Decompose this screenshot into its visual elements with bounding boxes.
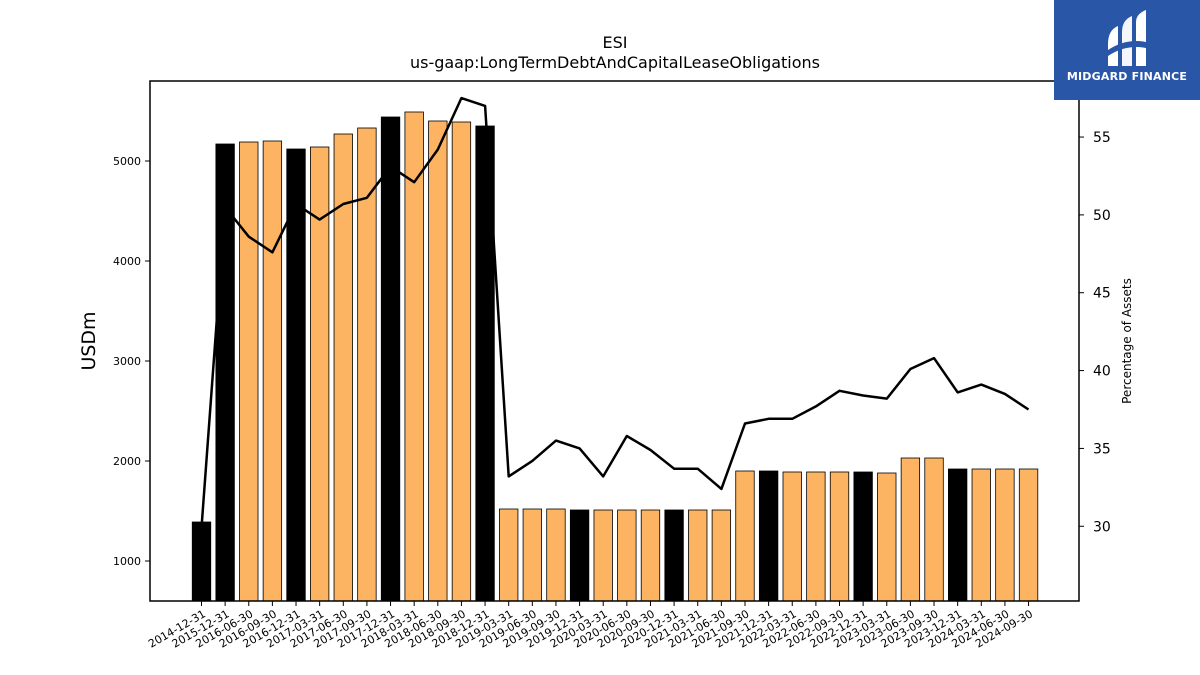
bar [380, 116, 401, 602]
chart-subtitle: us-gaap:LongTermDebtAndCapitalLeaseOblig… [410, 53, 820, 72]
bar [735, 470, 755, 602]
x-axis: 2014-12-312015-12-312016-06-302016-09-30… [146, 601, 1035, 651]
bar [924, 457, 944, 602]
bars [191, 111, 1039, 602]
bar [711, 509, 732, 602]
bar [239, 141, 259, 602]
bar [569, 509, 590, 602]
bar [853, 471, 873, 602]
percentage-line [200, 96, 1030, 528]
y2-tick-label: 45 [1093, 286, 1111, 302]
y2-tick-label: 35 [1093, 441, 1111, 457]
y2-axis-label: Percentage of Assets [1120, 278, 1134, 404]
logo-mark-icon [1108, 10, 1146, 66]
bar [428, 120, 448, 602]
bar [404, 111, 424, 602]
bar [191, 521, 212, 602]
bar [593, 509, 613, 602]
bar [522, 508, 542, 602]
y-tick-label: 5000 [113, 155, 141, 168]
bar [782, 471, 802, 602]
y2-tick-label: 30 [1093, 519, 1111, 535]
plot-frame [149, 80, 1080, 602]
bar [900, 457, 921, 602]
y2-tick-label: 40 [1093, 364, 1111, 380]
right-axis: 30 35 40 45 50 55 [1079, 130, 1111, 535]
bar [995, 468, 1015, 602]
bar [948, 468, 968, 602]
left-axis: 1000 2000 3000 4000 5000 [113, 155, 150, 568]
bar [640, 509, 661, 602]
bar [1018, 468, 1039, 602]
bar [664, 509, 684, 602]
logo-text: MIDGARD FINANCE [1066, 70, 1188, 83]
bar [806, 471, 826, 602]
line-series [200, 96, 1030, 528]
y2-tick-label: 50 [1093, 208, 1111, 224]
bar [877, 472, 897, 602]
bar [688, 509, 708, 602]
y-tick-label: 2000 [113, 455, 141, 468]
bar [546, 508, 566, 602]
y-tick-label: 4000 [113, 255, 141, 268]
y-tick-label: 1000 [113, 555, 141, 568]
y2-tick-label: 55 [1093, 130, 1111, 146]
y-tick-label: 3000 [113, 355, 141, 368]
bar [758, 470, 779, 602]
y-axis-label: USDm [78, 311, 100, 370]
bar [971, 468, 991, 602]
bar [262, 140, 283, 602]
chart-title: ESI [603, 33, 628, 52]
bar [829, 471, 850, 602]
bar [617, 509, 637, 602]
midgard-finance-logo: MIDGARD FINANCE [1054, 0, 1200, 100]
bar [499, 508, 519, 602]
bar [451, 121, 472, 602]
